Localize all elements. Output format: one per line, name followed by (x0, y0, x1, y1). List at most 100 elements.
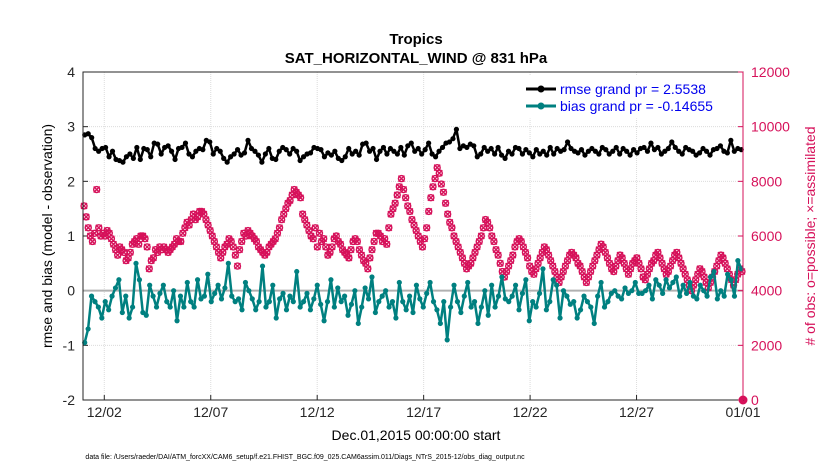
x-tick-label: 12/22 (513, 404, 548, 420)
series-point-rmse (728, 137, 734, 143)
series-point-rmse (488, 145, 494, 152)
series-point-rmse (731, 148, 737, 154)
series-point-rmse (158, 151, 164, 157)
obs-assimilated-marker (88, 237, 96, 245)
series-point-bias (335, 285, 341, 291)
obs-possible-marker (418, 243, 427, 251)
obs-assimilated-marker (402, 194, 410, 202)
series-point-rmse (255, 152, 262, 158)
series-point-bias (454, 299, 461, 305)
series-point-bias (489, 282, 495, 288)
obs-assimilated-marker (149, 254, 157, 262)
series-point-bias (181, 304, 187, 310)
obs-possible-marker (435, 169, 443, 177)
series-point-bias (410, 309, 416, 316)
series-point-bias (126, 315, 132, 321)
series-point-rmse (290, 145, 296, 152)
series-point-bias (673, 274, 679, 280)
series-point-bias (160, 282, 166, 288)
series-point-bias (475, 320, 481, 327)
series-point-bias (420, 304, 426, 310)
series-point-bias (629, 288, 635, 294)
obs-possible-marker (353, 237, 361, 246)
series-point-rmse (578, 147, 585, 153)
obs-assimilated-marker (297, 194, 305, 202)
series-point-bias (222, 285, 228, 291)
series-point-bias (468, 304, 474, 310)
obs-assimilated-marker (385, 224, 393, 232)
obs-possible-marker (229, 243, 237, 251)
series-point-bias (287, 293, 293, 299)
series-point-bias (263, 304, 269, 310)
series-point-bias (205, 271, 211, 277)
series-point-rmse (262, 151, 268, 157)
y-right-tick-labels: 0 2000 4000 6000 8000 10000 12000 (738, 64, 790, 408)
series-point-rmse (610, 148, 616, 154)
obs-possible-marker (366, 254, 374, 262)
series-point-bias (102, 299, 108, 305)
series-point-bias (406, 293, 413, 299)
series-point-rmse (318, 147, 324, 153)
series-point-rmse (377, 148, 383, 154)
series-point-bias (184, 279, 190, 286)
series-point-rmse (523, 147, 529, 153)
obs-assimilated-marker (93, 186, 101, 194)
series-point-rmse (554, 145, 560, 152)
series-point-rmse (102, 144, 109, 151)
series-point-bias (533, 304, 539, 310)
series-point-bias (109, 293, 115, 299)
obs-possible-marker (313, 243, 322, 251)
series-point-rmse (422, 147, 428, 153)
legend: rmse grand pr = 2.5538 bias grand pr = -… (519, 75, 739, 119)
obs-assimilated-marker (370, 237, 378, 245)
series-point-bias (283, 307, 290, 313)
series-point-rmse (408, 140, 414, 146)
series-point-bias (304, 290, 310, 296)
series-point-bias (683, 290, 690, 296)
y-right-tick-label: 4000 (751, 283, 782, 299)
series-point-rmse (144, 147, 150, 153)
series-point-bias (694, 296, 700, 302)
series-point-bias (512, 282, 519, 288)
obs-possible-marker (523, 254, 532, 262)
obs-possible-marker (406, 207, 414, 216)
series-point-bias (701, 288, 707, 294)
series-point-bias (707, 274, 714, 280)
obs-assimilated-marker (427, 194, 435, 202)
series-point-rmse (526, 150, 532, 156)
series-point-rmse (248, 145, 255, 152)
x-tick-label: 12/17 (406, 404, 441, 420)
obs-possible-marker (391, 199, 399, 207)
series-point-bias (379, 293, 385, 299)
series-point-bias (215, 282, 221, 288)
series-point-bias (728, 277, 734, 283)
series-point-bias (352, 288, 358, 294)
series-point-rmse (679, 151, 685, 157)
series-point-bias (194, 277, 201, 283)
series-point-rmse (717, 143, 724, 149)
y-right-tick-label: 2000 (751, 337, 782, 353)
series-point-bias (191, 304, 197, 310)
series-point-rmse (259, 159, 265, 165)
series-point-rmse (234, 147, 241, 153)
series-point-rmse (613, 144, 619, 151)
series-point-bias (660, 290, 666, 296)
series-point-rmse (172, 156, 178, 163)
obs-assimilated-marker (82, 213, 90, 221)
series-point-bias (212, 290, 218, 296)
obs-assimilated-marker (486, 224, 494, 232)
x-axis-label: Dec.01,2015 00:00:00 start (332, 427, 501, 443)
series-point-rmse (321, 154, 328, 160)
series-point-rmse (485, 148, 491, 154)
obs-possible-marker (309, 235, 317, 243)
series-point-rmse (217, 148, 223, 154)
series-point-bias (458, 309, 464, 316)
series-point-rmse (245, 137, 251, 143)
series-point-rmse (419, 151, 425, 157)
series-point-bias (307, 307, 314, 313)
series-point-rmse (429, 151, 435, 157)
series-point-bias (201, 293, 207, 299)
series-point-rmse (283, 147, 289, 153)
obs-assimilated-marker (84, 224, 92, 232)
obs-assimilated-marker (177, 237, 185, 245)
